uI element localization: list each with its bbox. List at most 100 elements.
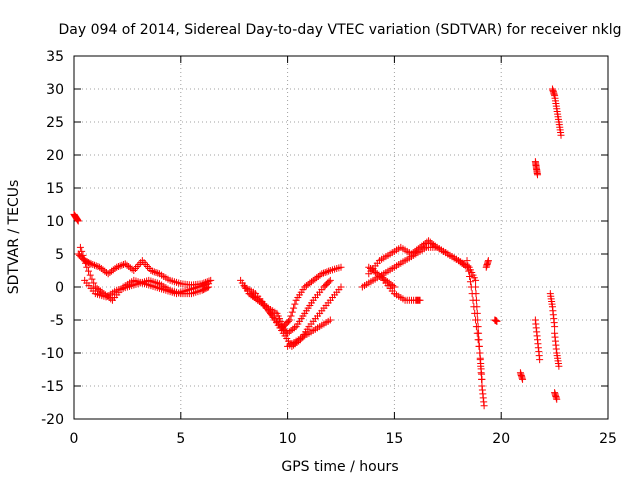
data-point: [287, 312, 295, 320]
data-point: [493, 317, 501, 325]
y-tick-label: -10: [41, 346, 64, 362]
data-point: [551, 323, 559, 331]
data-point: [87, 260, 95, 268]
series-arc-c: [76, 243, 213, 304]
x-tick-label: 10: [279, 431, 297, 447]
data-point: [78, 247, 86, 255]
data-point: [478, 375, 486, 383]
series-arc-n: [482, 257, 492, 271]
data-point: [472, 290, 480, 298]
y-tick-label: 30: [46, 82, 64, 98]
data-point: [323, 268, 331, 276]
data-point: [519, 375, 527, 383]
x-axis-label: GPS time / hours: [281, 459, 398, 475]
data-point: [484, 257, 492, 265]
grid-layer: [74, 56, 608, 419]
y-tick-label: 35: [46, 49, 64, 65]
x-tick-label: 20: [492, 431, 510, 447]
data-point: [473, 309, 481, 317]
data-point: [431, 242, 439, 250]
data-point: [326, 276, 334, 284]
data-point: [86, 271, 94, 279]
series-arc-m: [472, 283, 486, 383]
data-point: [473, 303, 481, 311]
data-point: [390, 283, 398, 291]
marker-layer: [70, 85, 565, 410]
data-point: [326, 316, 334, 324]
data-point: [534, 171, 542, 179]
data-point: [466, 272, 474, 280]
data-point: [286, 316, 294, 324]
data-point: [89, 261, 97, 269]
data-point: [154, 269, 162, 277]
y-tick-label: 10: [46, 214, 64, 230]
plot-frame: [73, 55, 609, 420]
series-arc-r: [531, 316, 544, 364]
data-point: [290, 324, 298, 332]
data-point: [536, 356, 544, 364]
data-point: [464, 262, 472, 270]
y-tick-label: 20: [46, 148, 64, 164]
y-tick-label: 5: [55, 247, 64, 263]
data-point: [416, 296, 424, 304]
data-point: [472, 283, 480, 291]
x-tick-label: 0: [70, 431, 79, 447]
data-point: [337, 263, 345, 271]
y-tick-label: 15: [46, 181, 64, 197]
data-point: [205, 280, 213, 288]
series-arc-t: [551, 329, 563, 370]
data-point: [284, 317, 292, 325]
x-tick-label: 15: [385, 431, 403, 447]
data-point: [319, 269, 327, 277]
series-arc-s: [546, 290, 559, 331]
x-tick-label: 5: [176, 431, 185, 447]
data-point: [291, 300, 299, 308]
data-point: [321, 268, 329, 276]
series-arc-v: [548, 85, 565, 139]
data-point: [465, 267, 473, 275]
data-point: [474, 323, 482, 331]
series-arc-a: [74, 250, 215, 289]
data-point: [116, 262, 124, 270]
data-point: [83, 263, 91, 271]
series-arc-q: [531, 158, 542, 179]
data-point: [466, 278, 474, 286]
data-point: [80, 255, 88, 263]
chart-title: Day 094 of 2014, Sidereal Day-to-day VTE…: [59, 22, 622, 38]
data-point: [472, 296, 480, 304]
data-point: [85, 267, 93, 275]
data-point: [472, 276, 480, 284]
y-tick-label: -15: [41, 379, 64, 395]
x-tick-label: 25: [599, 431, 617, 447]
data-point: [150, 268, 158, 276]
data-point: [337, 283, 345, 291]
data-point: [475, 336, 483, 344]
series-arc-f: [245, 276, 334, 337]
y-tick-label: 0: [55, 280, 64, 296]
data-point: [463, 257, 471, 265]
data-point: [128, 265, 136, 273]
data-point: [92, 262, 100, 270]
data-point: [79, 251, 87, 259]
data-point: [325, 278, 333, 286]
y-tick-label: 25: [46, 115, 64, 131]
y-tick-label: -20: [41, 412, 64, 428]
tick-layer: 0 5 10 15 20 25 -20 -15 -10 -5 0 5 10 15 20 25 30 35: [41, 49, 617, 447]
data-point: [120, 261, 128, 269]
data-point: [91, 261, 99, 269]
data-point: [74, 217, 82, 225]
data-point: [114, 263, 122, 271]
data-point: [318, 270, 326, 278]
data-point: [152, 268, 160, 276]
data-point: [290, 304, 298, 312]
y-axis-label: SDTVAR / TECUs: [6, 180, 22, 295]
series-initial: [70, 210, 82, 225]
data-point: [325, 267, 333, 275]
series-arc-o: [491, 316, 501, 325]
series-arc-g: [284, 316, 334, 350]
data-point: [480, 402, 488, 410]
data-point: [288, 308, 296, 316]
data-point: [149, 267, 157, 275]
